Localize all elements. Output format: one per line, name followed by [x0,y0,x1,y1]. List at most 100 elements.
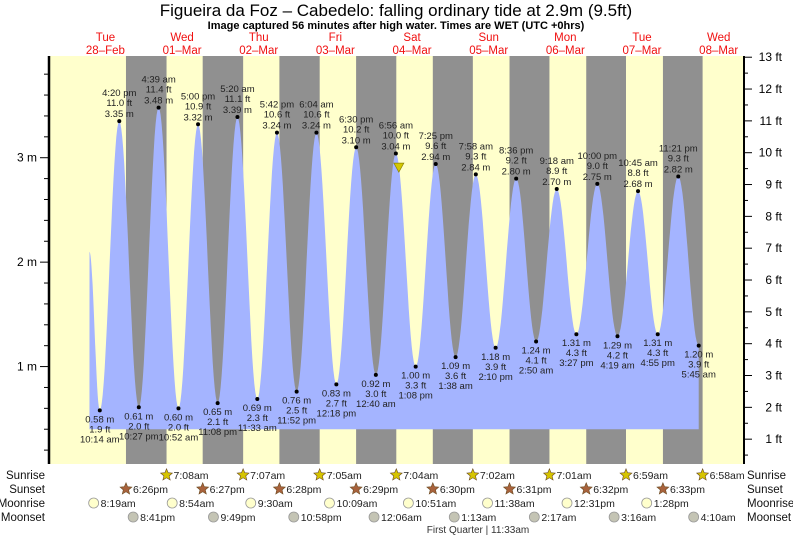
right-axis-label: 1 ft [765,432,782,446]
axes: 1 m 2 m 3 m 1 ft 2 ft 3 ft 4 ft 5 ft 6 ft 7 ft 8 f… [17,50,783,464]
sunset-time: 6:30pm [440,484,475,496]
high-tide-point [595,181,600,186]
low-tide-feet: 1.9 ft [89,424,110,435]
sunset-time: 6:33pm [670,484,705,496]
day-label-weekday: Mon [554,32,576,44]
high-tide-time: 8:36 pm [499,146,533,157]
sunset-time: 6:31pm [517,484,552,496]
moonset-icon [127,511,139,523]
sunset-time: 6:29pm [363,484,398,496]
low-tide-time: 10:52 am [159,432,199,443]
low-tide-meters: 1.00 m [401,371,430,382]
tide-curve [89,107,699,430]
low-tide-time: 4:19 am [600,360,634,371]
high-tide-feet: 9.2 ft [506,156,527,167]
high-tide-feet: 11.4 ft [146,85,172,96]
chart-subtitle: Image captured 56 minutes after high wat… [208,20,585,32]
low-tide-feet: 3.0 ft [365,389,386,400]
high-tide-meters: 2.70 m [542,177,571,188]
high-tide-time: 6:04 am [299,100,333,111]
sunset-icon [196,482,210,495]
day-label-date: 03–Mar [316,45,355,57]
day-label-weekday: Fri [329,32,342,44]
sunrise-time: 7:01am [556,470,591,482]
high-tide-meters: 3.35 m [105,109,134,120]
high-tide-meters: 3.10 m [342,135,371,146]
low-tide-time: 4:55 pm [641,358,675,369]
moonset-time: 10:58pm [301,512,342,524]
right-axis-label: 11 ft [760,114,783,128]
high-tide-feet: 10.6 ft [303,110,330,121]
water-area [89,107,699,430]
left-axis-label: 2 m [17,255,37,269]
low-tide-point [534,339,539,344]
high-tide-feet: 11.0 ft [106,98,132,109]
sunset-time: 6:28pm [286,484,321,496]
moonrise-icon [561,497,573,509]
sunset-time: 6:27pm [210,484,245,496]
sunrise-time: 7:08am [174,470,209,482]
low-tide-feet: 4.3 ft [647,348,668,359]
low-tide-feet: 4.3 ft [566,348,587,359]
high-tide-time: 11:21 pm [659,144,698,155]
high-tide-point [676,174,681,179]
low-tide-time: 5:45 am [682,370,716,381]
moonrise-time: 10:09am [336,498,377,510]
high-tide-point [196,122,201,127]
day-label-weekday: Sat [403,32,421,44]
sunset-icon [119,482,133,495]
moonrise-time: 12:31pm [574,498,615,510]
row-label-right-sunset: Sunset [747,484,784,496]
low-tide-point [294,389,299,394]
moonrise-time: 8:19am [101,498,136,510]
moonrise-time: 8:54am [179,498,214,510]
day-label-date: 07–Mar [623,45,662,57]
high-tide-feet: 8.8 ft [627,168,648,179]
low-tide-meters: 1.29 m [603,340,632,351]
low-tide-feet: 2.5 ft [286,406,307,417]
low-tide-time: 1:38 am [438,381,472,392]
low-tide-meters: 1.31 m [643,338,672,349]
high-tide-point [393,151,398,156]
sunrise-icon [313,468,327,481]
high-tide-point [235,114,240,119]
low-tide-feet: 4.2 ft [607,350,628,361]
low-tide-point [176,406,181,411]
moonset-icon [528,511,540,523]
high-tide-meters: 3.39 m [223,105,252,116]
day-label-date: 02–Mar [239,45,278,57]
moonset-time: 1:13am [461,512,496,524]
high-tide-time: 9:18 am [540,156,574,167]
low-tide-point [453,355,458,360]
high-tide-point [473,172,478,177]
high-tide-point [554,187,559,192]
low-tide-feet: 2.3 ft [247,413,268,424]
chart-title: Figueira da Foz – Cabedelo: falling ordi… [160,1,632,20]
low-tide-feet: 2.0 ft [128,421,149,432]
right-axis-label: 10 ft [759,146,783,160]
high-tide-point [433,161,438,166]
day-label-date: 28–Feb [86,45,125,57]
right-axis-label: 12 ft [759,82,783,96]
moonset-time: 3:16am [621,512,656,524]
moon-phase-label: First Quarter | 11:33am [427,525,529,536]
high-tide-time: 5:00 pm [181,91,215,102]
day-label-weekday: Wed [707,32,730,44]
moonrise-icon [324,497,335,509]
high-tide-feet: 11.1 ft [225,94,251,105]
moonrise-time: 9:30am [258,498,293,510]
moonset-icon [448,511,460,523]
high-tide-time: 4:20 pm [102,88,136,99]
row-label-right-moonset: Moonset [747,512,792,524]
low-tide-meters: 0.83 m [322,388,351,399]
high-tide-time: 7:58 am [459,141,493,152]
low-tide-feet: 2.1 ft [207,417,228,428]
low-tide-meters: 0.61 m [124,411,153,422]
sunrise-time: 7:07am [250,470,285,482]
left-axis-label: 3 m [17,151,37,165]
low-tide-feet: 3.3 ft [405,381,426,392]
low-tide-feet: 3.6 ft [445,371,466,382]
low-tide-point [334,382,339,387]
row-label-sunset: Sunset [9,484,46,496]
